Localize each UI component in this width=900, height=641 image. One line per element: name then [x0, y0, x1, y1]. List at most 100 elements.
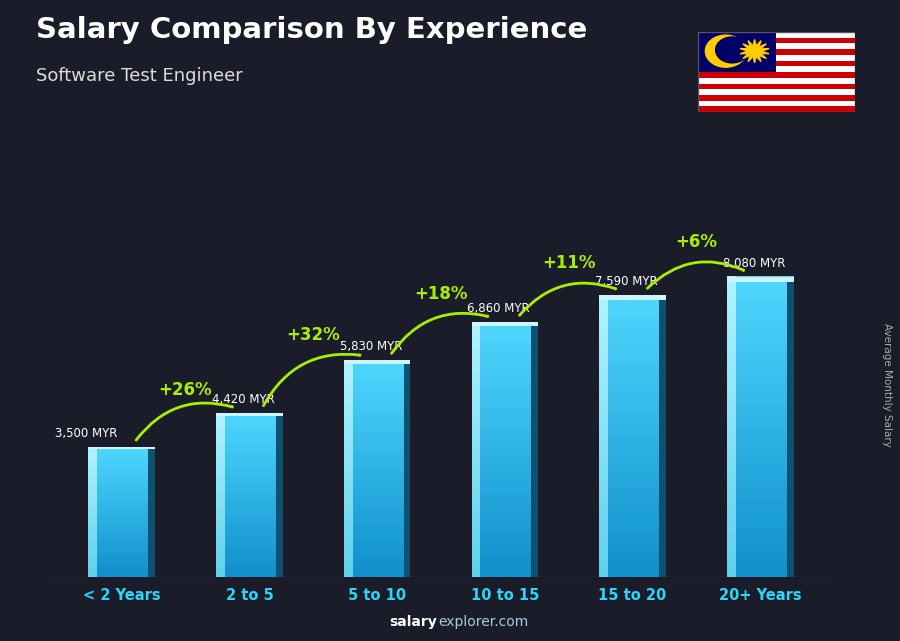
Bar	[599, 445, 666, 450]
Bar	[599, 342, 608, 346]
Bar	[344, 443, 353, 447]
Bar	[599, 454, 666, 460]
Bar	[727, 326, 736, 331]
Bar	[599, 492, 666, 497]
Bar	[472, 364, 481, 369]
Bar	[472, 428, 481, 433]
Bar	[344, 462, 353, 465]
Bar	[727, 547, 794, 552]
Bar	[88, 479, 97, 481]
Bar	[344, 440, 410, 443]
Bar	[727, 562, 736, 567]
Bar	[599, 563, 608, 567]
Bar	[599, 440, 608, 445]
Bar	[344, 458, 410, 462]
Bar	[599, 511, 666, 516]
Bar	[344, 385, 353, 389]
Bar	[88, 481, 97, 484]
Bar	[216, 424, 283, 426]
Bar	[216, 553, 225, 555]
Bar	[344, 479, 353, 483]
Bar	[599, 436, 608, 440]
Bar	[344, 396, 353, 400]
Bar	[344, 479, 410, 483]
Bar	[727, 276, 794, 282]
Bar	[698, 49, 855, 55]
Bar	[216, 432, 225, 435]
Bar	[472, 488, 481, 492]
Bar	[344, 519, 410, 522]
Bar	[472, 415, 538, 420]
Bar	[599, 295, 666, 299]
Bar	[599, 417, 608, 422]
Bar	[88, 555, 155, 558]
Bar	[599, 422, 666, 426]
Bar	[344, 414, 410, 418]
Bar	[88, 575, 97, 577]
Bar	[344, 533, 410, 537]
Bar	[472, 522, 481, 526]
Bar	[344, 494, 353, 497]
Bar	[216, 541, 283, 544]
Text: +18%: +18%	[414, 285, 468, 303]
Text: 5,830 MYR: 5,830 MYR	[339, 340, 402, 353]
Bar	[88, 555, 97, 558]
Bar	[472, 390, 481, 394]
Bar	[472, 335, 538, 339]
Bar	[216, 424, 225, 426]
Bar	[88, 551, 97, 553]
Bar	[599, 492, 608, 497]
Bar	[599, 506, 608, 511]
Bar	[88, 503, 155, 505]
Bar	[599, 408, 608, 412]
Bar	[698, 67, 855, 72]
Bar	[472, 352, 538, 356]
Bar	[472, 560, 481, 564]
Bar	[472, 449, 538, 454]
Bar	[216, 569, 225, 571]
Bar	[344, 537, 353, 541]
Bar	[727, 387, 794, 392]
FancyArrowPatch shape	[519, 283, 616, 315]
Bar	[216, 514, 283, 517]
Bar	[88, 447, 155, 449]
Bar	[344, 447, 410, 451]
Bar	[216, 454, 225, 456]
Bar	[599, 488, 666, 492]
Bar	[599, 370, 608, 375]
Bar	[472, 339, 481, 343]
FancyArrowPatch shape	[264, 354, 360, 406]
Bar	[216, 456, 283, 459]
Bar	[727, 297, 794, 301]
Bar	[344, 433, 410, 436]
Bar	[344, 382, 353, 385]
Bar	[216, 415, 283, 418]
Bar	[599, 474, 608, 478]
Bar	[599, 440, 666, 445]
Bar	[344, 515, 410, 519]
Bar	[727, 562, 794, 567]
Bar	[88, 562, 155, 564]
Text: 4,420 MYR: 4,420 MYR	[212, 393, 274, 406]
Bar	[216, 566, 225, 569]
Bar	[216, 517, 283, 519]
Bar	[216, 514, 225, 517]
Bar	[472, 504, 538, 509]
Bar	[727, 297, 736, 301]
Bar	[472, 509, 481, 513]
Bar	[344, 559, 353, 562]
Bar	[88, 560, 97, 562]
FancyArrowPatch shape	[136, 403, 232, 440]
Bar	[599, 299, 666, 304]
Bar	[727, 422, 736, 427]
Bar	[727, 342, 736, 347]
Bar	[472, 467, 538, 470]
Bar	[472, 386, 481, 390]
Bar	[344, 562, 410, 566]
Bar	[727, 547, 736, 552]
Text: +32%: +32%	[286, 326, 340, 344]
Bar	[344, 490, 353, 494]
Bar	[599, 558, 608, 563]
Bar	[472, 428, 538, 433]
Bar	[727, 537, 736, 542]
